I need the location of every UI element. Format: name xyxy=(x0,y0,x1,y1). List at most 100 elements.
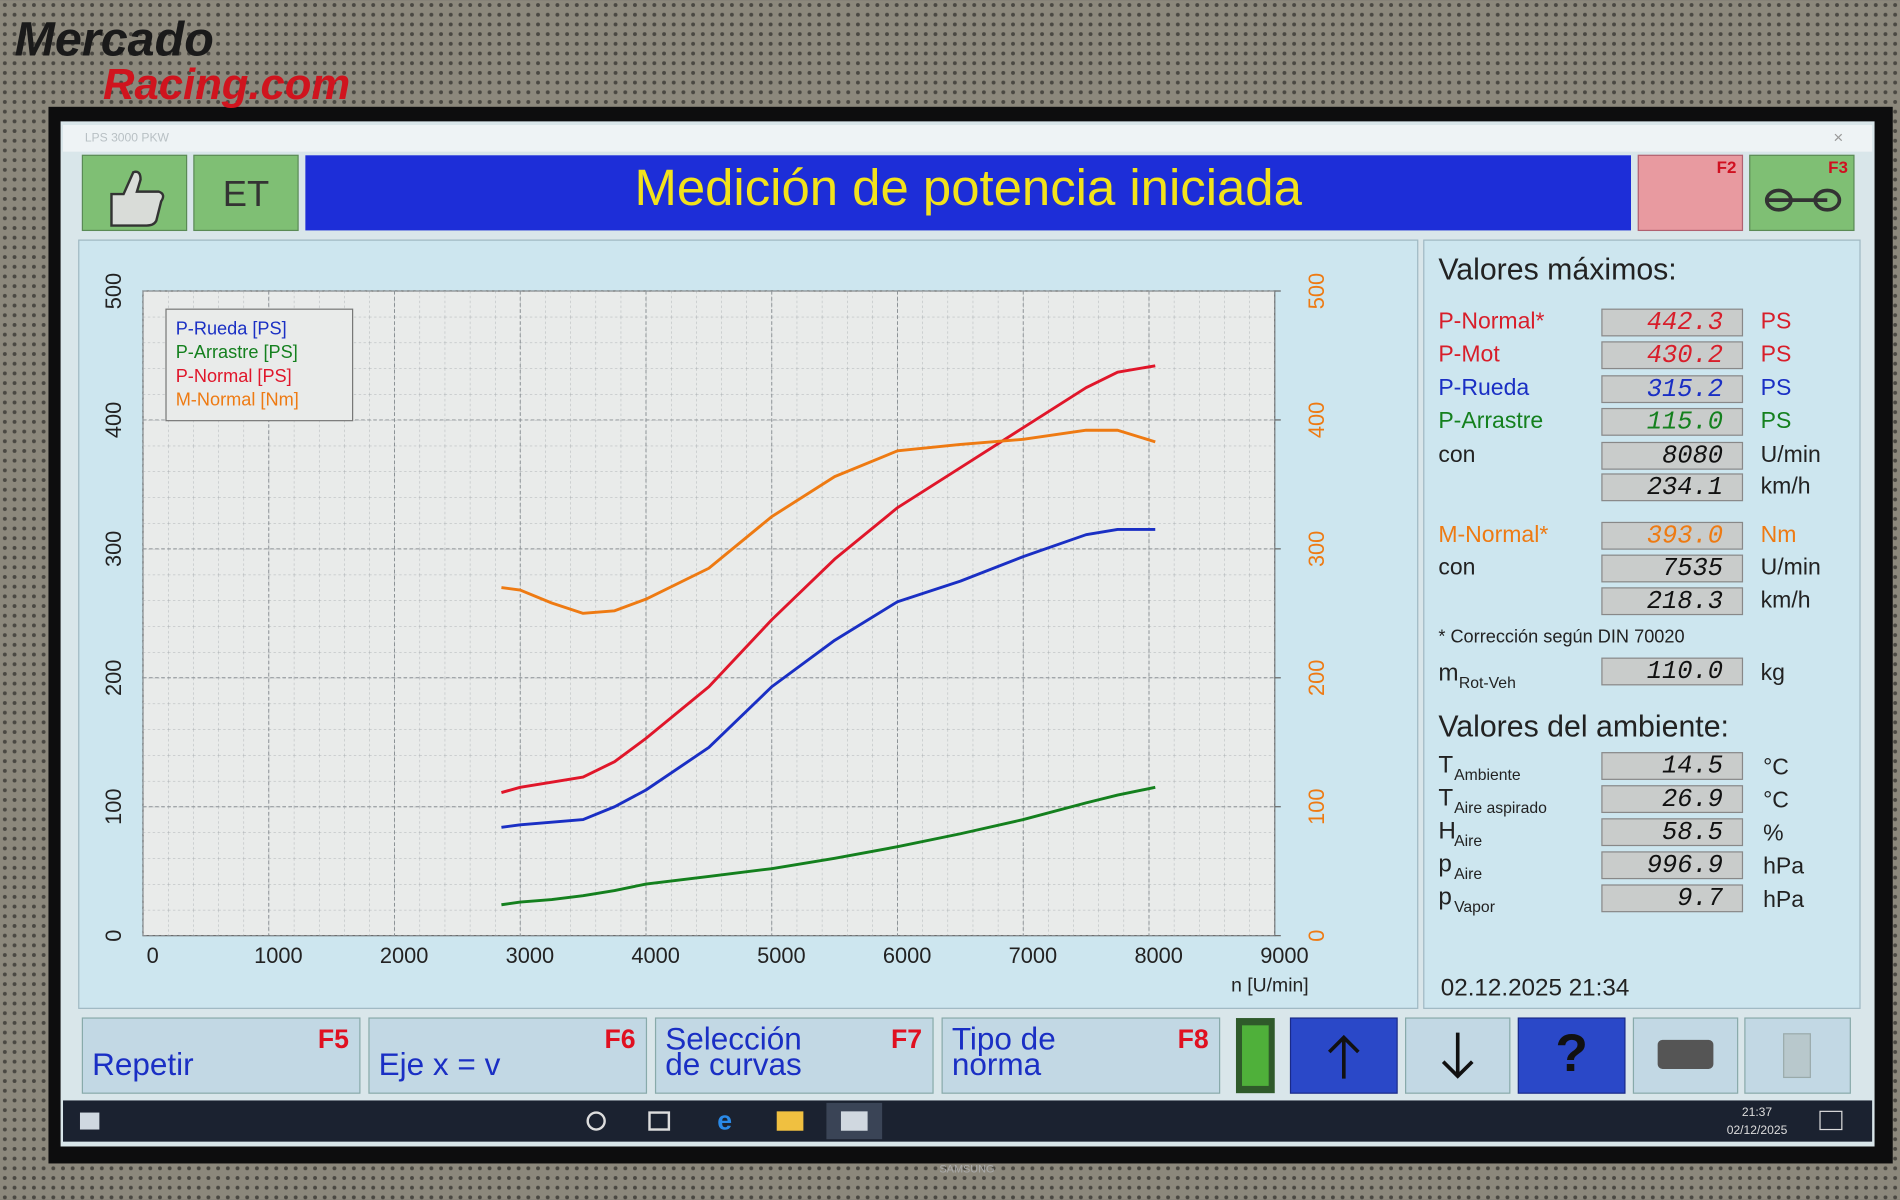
value: 7535 xyxy=(1662,554,1723,583)
row-unit: PS xyxy=(1761,374,1792,400)
notification-icon[interactable] xyxy=(1819,1110,1843,1131)
value: 234.1 xyxy=(1647,473,1723,502)
function-button[interactable] xyxy=(654,1017,934,1094)
function-button[interactable] xyxy=(81,1017,361,1094)
button-label: Eje x = v xyxy=(379,1046,501,1082)
edge-icon[interactable]: e xyxy=(717,1105,732,1135)
close-icon[interactable]: × xyxy=(1833,128,1843,147)
f3-key: F3 xyxy=(1828,158,1848,177)
y-tick-label: 100 xyxy=(101,789,126,825)
value-box xyxy=(1601,521,1744,550)
x-axis-label: n [U/min] xyxy=(1231,975,1309,997)
button-label: norma xyxy=(952,1046,1042,1082)
value: 9.7 xyxy=(1677,884,1724,913)
window-titlebar xyxy=(63,125,1873,152)
value: 393.0 xyxy=(1647,521,1723,550)
value-box xyxy=(1601,341,1744,370)
help-button[interactable] xyxy=(1517,1017,1626,1094)
title: Medición de potencia iniciada xyxy=(634,159,1302,216)
help-icon: ? xyxy=(1555,1024,1588,1083)
value: 996.9 xyxy=(1647,851,1723,880)
section-title: Valores del ambiente: xyxy=(1438,710,1729,743)
down-arrow xyxy=(1441,1032,1474,1079)
value: 8080 xyxy=(1662,442,1723,471)
y2-tick-label: 500 xyxy=(1304,273,1329,309)
function-button[interactable] xyxy=(941,1017,1221,1094)
button-label: Tipo de xyxy=(952,1020,1056,1056)
function-button[interactable] xyxy=(368,1017,648,1094)
f2-button[interactable] xyxy=(1637,154,1744,232)
value-box xyxy=(1601,752,1744,780)
timestamp: 02.12.2025 21:34 xyxy=(1441,974,1630,1001)
value-box xyxy=(1601,587,1744,616)
row-unit: PS xyxy=(1761,308,1792,334)
app-icon xyxy=(840,1111,868,1131)
label-sub: Aire xyxy=(1454,833,1482,850)
value: 14.5 xyxy=(1662,752,1723,781)
function-key: F8 xyxy=(1178,1024,1209,1054)
x-tick-label: 8000 xyxy=(1134,943,1183,968)
start-icon[interactable] xyxy=(79,1112,100,1130)
section-title: Valores máximos: xyxy=(1438,254,1676,287)
value: 218.3 xyxy=(1647,587,1723,616)
y-tick-label: 300 xyxy=(101,531,126,567)
row-unit: U/min xyxy=(1761,554,1821,580)
value-box xyxy=(1601,375,1744,404)
row-label: con xyxy=(1438,441,1475,467)
row-label: con xyxy=(1438,554,1475,580)
value: 315.2 xyxy=(1647,375,1723,404)
row-unit: Nm xyxy=(1761,521,1797,547)
legend-entry: P-Rueda [PS] xyxy=(176,319,287,339)
label-sub: Rot-Veh xyxy=(1459,675,1516,692)
value-box xyxy=(1601,884,1744,913)
x-tick-label: 6000 xyxy=(883,943,932,968)
y2-tick-label: 300 xyxy=(1304,531,1329,567)
watermark: Mercado xyxy=(15,12,214,66)
row-unit: °C xyxy=(1763,787,1789,813)
row-unit: hPa xyxy=(1763,853,1804,879)
taskview-icon[interactable] xyxy=(648,1111,671,1131)
value-box xyxy=(1601,308,1744,337)
explorer-icon[interactable] xyxy=(776,1111,804,1131)
value: 110.0 xyxy=(1647,657,1723,686)
value-box xyxy=(1601,818,1744,847)
x-tick-label: 3000 xyxy=(506,943,555,968)
y-tick-label: 500 xyxy=(101,273,126,309)
label-sub: Ambiente xyxy=(1454,767,1521,784)
row-label: P-Mot xyxy=(1438,340,1500,366)
value-box xyxy=(1601,473,1744,502)
label: T xyxy=(1438,784,1453,811)
label: T xyxy=(1438,751,1453,778)
function-key: F7 xyxy=(891,1024,922,1054)
row-label: P-Arrastre xyxy=(1438,407,1543,433)
up-arrow xyxy=(1327,1034,1360,1079)
value: 115.0 xyxy=(1647,408,1723,437)
search-icon[interactable] xyxy=(586,1111,606,1131)
door-icon xyxy=(1783,1033,1811,1079)
row-unit: U/min xyxy=(1761,441,1821,467)
note: * Corrección según DIN 70020 xyxy=(1438,626,1684,646)
thumb-icon xyxy=(110,170,165,227)
level-fill xyxy=(1242,1025,1269,1086)
row-unit: km/h xyxy=(1761,586,1811,612)
series-line xyxy=(501,528,1156,829)
row-unit: kg xyxy=(1761,659,1785,685)
function-key: F5 xyxy=(318,1024,349,1054)
value: 430.2 xyxy=(1647,341,1723,370)
x-tick-label: 5000 xyxy=(757,943,806,968)
label: p xyxy=(1438,851,1451,878)
button-label: de curvas xyxy=(665,1046,802,1082)
y2-tick-label: 200 xyxy=(1304,660,1329,696)
y-tick-label: 200 xyxy=(101,660,126,696)
value-box xyxy=(1601,851,1744,880)
label: p xyxy=(1438,884,1451,911)
x-tick-label: 0 xyxy=(147,943,159,968)
function-key: F6 xyxy=(604,1024,635,1054)
et-button[interactable] xyxy=(193,154,299,232)
legend-entry: P-Arrastre [PS] xyxy=(176,342,298,362)
window-title: LPS 3000 PKW xyxy=(85,131,170,145)
value-box xyxy=(1601,554,1744,583)
y-tick-label: 0 xyxy=(101,930,126,942)
clock-time: 21:37 xyxy=(1742,1105,1773,1119)
